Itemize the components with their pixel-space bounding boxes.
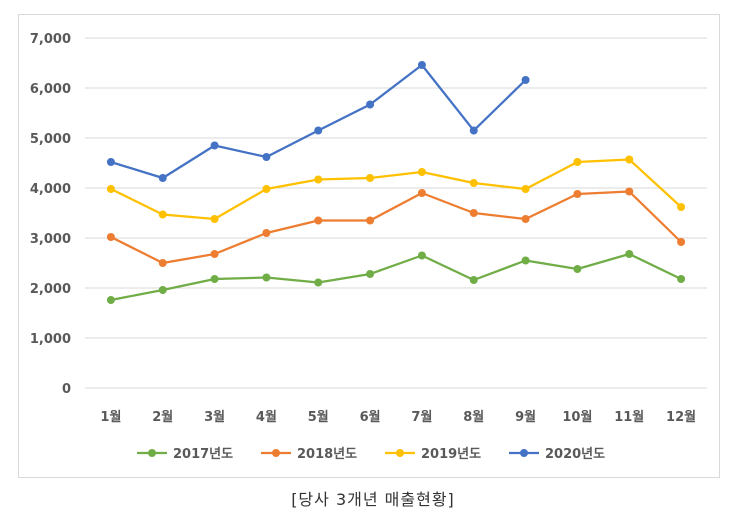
y-tick-label: 7,000 [30,32,71,47]
data-point [106,158,115,166]
series-line [110,158,682,221]
legend-item: 2018년도 [261,447,357,462]
y-tick-label: 4,000 [30,182,71,197]
data-point [210,250,219,258]
data-point [158,286,167,294]
y-tick-label: 2,000 [30,282,71,297]
x-tick-label: 5월 [308,409,329,425]
x-axis-ticks: 1월 2월 3월 4월 5월 6월 7월 8월 9월 10월 11월 12월 [100,409,696,425]
data-point [314,278,323,287]
series-lines [106,61,686,304]
data-point [417,251,426,260]
data-point [158,174,167,182]
data-point [573,190,582,198]
series-line [110,252,682,302]
x-tick-label: 6월 [360,409,381,425]
data-point [366,216,375,225]
y-axis-ticks: 0 1,000 2,000 3,000 4,000 5,000 6,000 7,000 [30,32,71,397]
series-line [110,63,527,180]
series-4 [106,61,530,182]
gridlines [85,37,707,389]
legend-label: 2020년도 [545,447,605,462]
legend: 2017년도 2018년도 2019년도 2020년도 [137,447,605,462]
legend-swatch-marker [520,449,528,457]
chart-caption: [당사 3개년 매출현황] [291,490,455,509]
legend-item: 2019년도 [385,447,481,462]
data-point [262,185,271,193]
line-chart: 0 1,000 2,000 3,000 4,000 5,000 6,000 7,000 1월 2… [30,32,707,462]
data-point [262,273,271,282]
data-point [521,76,530,84]
x-tick-label: 12월 [666,409,696,425]
x-tick-label: 2월 [152,409,173,425]
data-point [366,174,375,182]
series-2 [106,187,686,267]
legend-item: 2020년도 [509,447,605,462]
series-3 [106,155,686,223]
x-tick-label: 8월 [463,409,484,425]
data-point [677,238,686,246]
legend-label: 2019년도 [421,447,481,462]
legend-swatch-marker [148,449,156,457]
data-point [521,185,530,193]
y-tick-label: 6,000 [30,82,71,97]
data-point [625,250,634,258]
legend-item: 2017년도 [137,447,233,462]
data-point [677,203,686,211]
legend-swatch-marker [396,449,404,457]
data-point [106,296,115,304]
legend-label: 2017년도 [173,447,233,462]
x-tick-label: 11월 [614,409,644,425]
data-point [210,141,219,150]
data-point [366,270,375,278]
data-point [469,276,478,284]
data-point [158,210,167,219]
data-point [573,265,582,273]
data-point [262,229,271,237]
x-tick-label: 3월 [204,409,225,425]
data-point [106,233,115,241]
data-point [417,168,426,176]
data-point [469,209,478,217]
data-point [106,185,115,193]
data-point [417,189,426,197]
data-point [521,256,530,265]
data-point [677,275,686,283]
x-tick-label: 10월 [562,409,592,425]
data-point [573,158,582,166]
data-point [469,179,478,187]
data-point [210,275,219,283]
y-tick-label: 0 [62,382,71,397]
series-line [110,190,682,265]
y-tick-label: 1,000 [30,332,71,347]
x-tick-label: 1월 [100,409,121,425]
y-tick-label: 5,000 [30,132,71,147]
data-point [314,126,323,135]
data-point [314,175,323,184]
y-tick-label: 3,000 [30,232,71,247]
data-point [625,187,634,196]
chart-frame: 0 1,000 2,000 3,000 4,000 5,000 6,000 7,000 1월 2… [18,14,720,478]
data-point [262,153,271,161]
data-point [521,215,530,223]
legend-swatch-marker [272,449,280,457]
series-1 [106,250,686,304]
data-point [417,61,426,69]
data-point [366,100,375,109]
data-point [210,215,219,223]
data-point [469,126,478,135]
data-point [314,216,323,225]
x-tick-label: 4월 [256,409,277,425]
x-tick-label: 7월 [411,409,432,425]
data-point [158,259,167,267]
x-tick-label: 9월 [515,409,536,425]
data-point [625,155,634,164]
legend-label: 2018년도 [297,447,357,462]
